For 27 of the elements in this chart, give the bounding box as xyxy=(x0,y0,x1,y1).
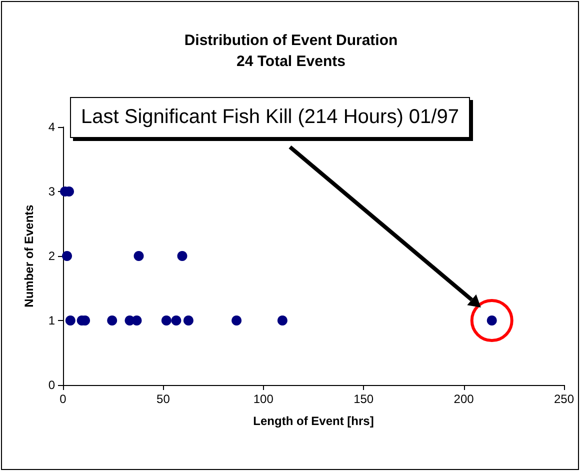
point xyxy=(161,316,172,326)
y-tick-label: 4 xyxy=(48,120,56,134)
x-tick-label: 0 xyxy=(60,392,67,406)
chart-title: Distribution of Event Duration xyxy=(184,32,398,49)
x-tick-label: 50 xyxy=(156,392,170,406)
x-tick-label: 150 xyxy=(354,392,374,406)
x-tick-label: 100 xyxy=(253,392,274,406)
point xyxy=(62,251,72,261)
x-tick-label: 250 xyxy=(554,392,574,406)
y-tick-label: 1 xyxy=(48,314,56,328)
point xyxy=(132,316,142,326)
point xyxy=(232,316,242,326)
chart-subtitle: 24 Total Events xyxy=(236,53,346,70)
x-tick-label: 200 xyxy=(454,392,474,406)
point xyxy=(171,316,182,326)
y-tick-label: 2 xyxy=(48,249,56,263)
point xyxy=(107,316,118,326)
y-axis-title: Number of Events xyxy=(22,204,36,308)
point xyxy=(177,251,188,261)
x-axis-title: Length of Event [hrs] xyxy=(253,414,374,428)
point xyxy=(65,316,76,326)
y-tick-label: 3 xyxy=(48,184,56,198)
point xyxy=(183,316,194,326)
annotation: Last Significant Fish Kill (214 Hours) 01/97 xyxy=(70,97,470,138)
y-tick-label: 0 xyxy=(48,378,56,392)
point xyxy=(277,316,288,326)
point xyxy=(134,251,144,261)
